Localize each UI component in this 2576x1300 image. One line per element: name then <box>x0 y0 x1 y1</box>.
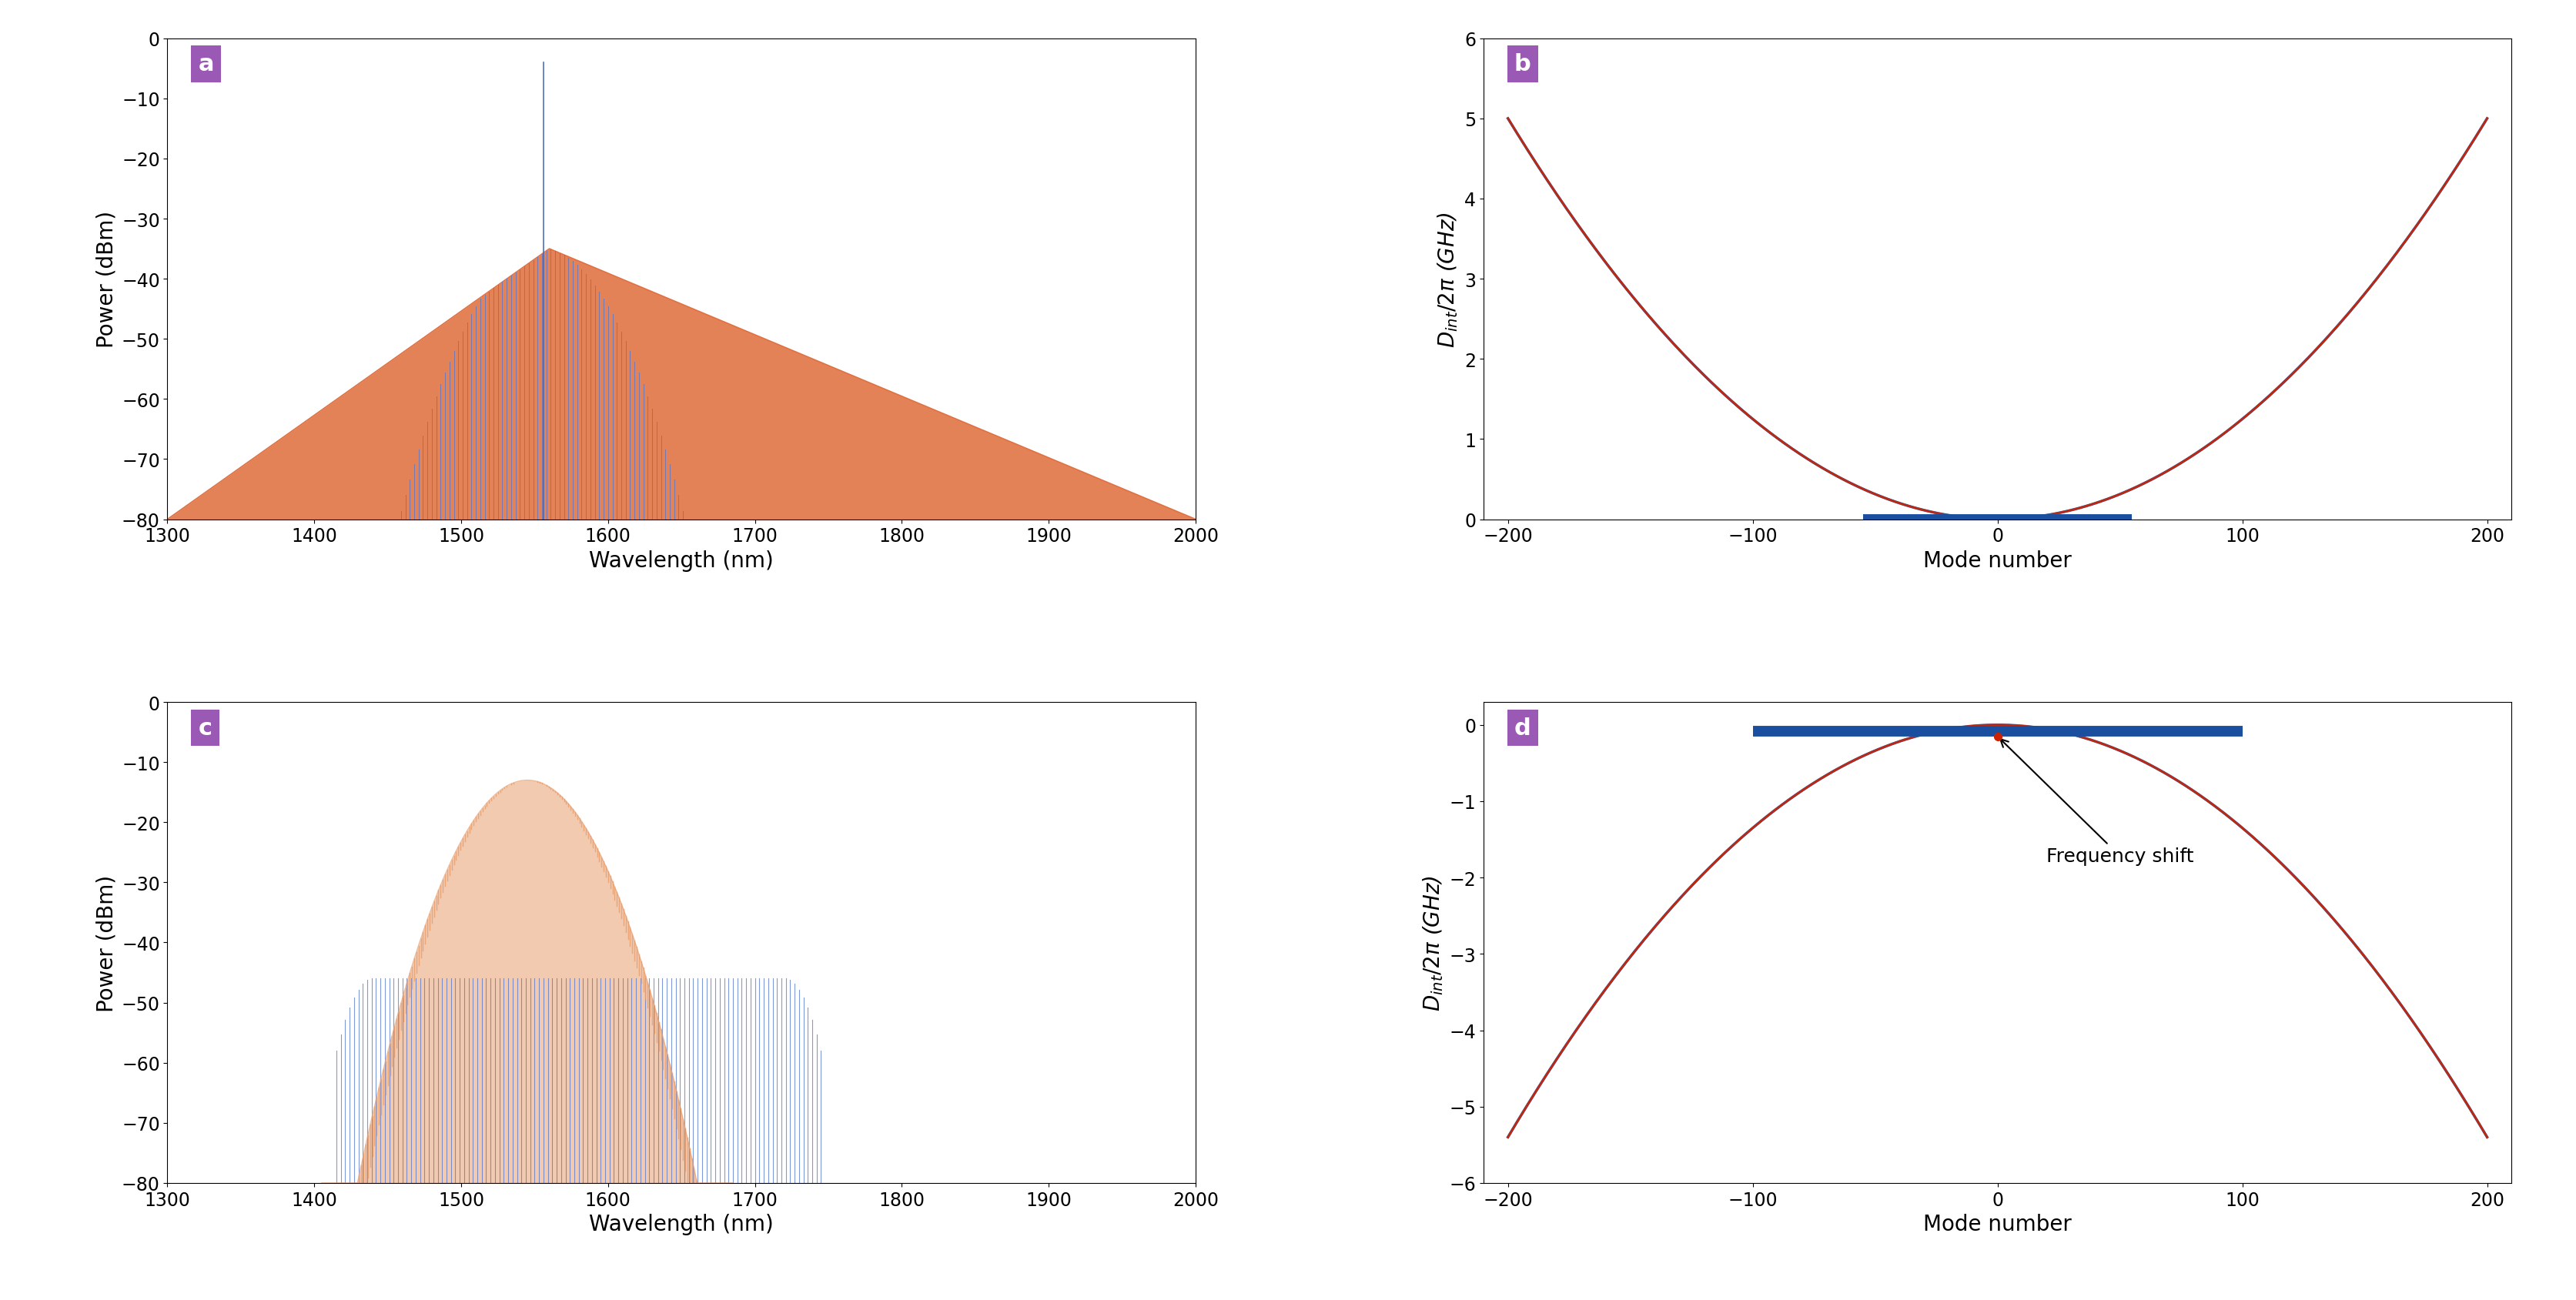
Y-axis label: $D_{int}/2\pi$ (GHz): $D_{int}/2\pi$ (GHz) <box>1437 212 1461 347</box>
Y-axis label: $D_{int}/2\pi$ (GHz): $D_{int}/2\pi$ (GHz) <box>1422 875 1445 1010</box>
Text: a: a <box>198 53 214 75</box>
X-axis label: Mode number: Mode number <box>1924 550 2071 572</box>
Y-axis label: Power (dBm): Power (dBm) <box>95 211 116 348</box>
Y-axis label: Power (dBm): Power (dBm) <box>95 874 116 1011</box>
X-axis label: Wavelength (nm): Wavelength (nm) <box>590 1213 773 1235</box>
Text: Frequency shift: Frequency shift <box>2002 740 2195 866</box>
Text: d: d <box>1515 716 1530 740</box>
X-axis label: Wavelength (nm): Wavelength (nm) <box>590 550 773 572</box>
Text: b: b <box>1515 53 1530 75</box>
X-axis label: Mode number: Mode number <box>1924 1213 2071 1235</box>
Text: c: c <box>198 716 211 740</box>
